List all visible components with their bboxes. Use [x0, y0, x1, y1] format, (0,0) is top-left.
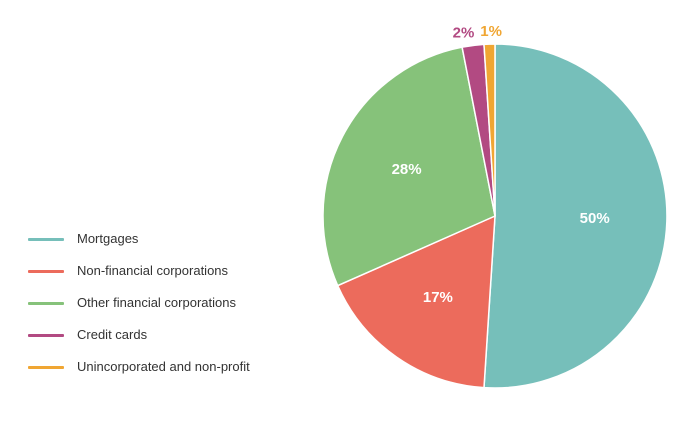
- data-label-mortgages: 50%: [580, 210, 610, 227]
- legend-item-other-financial-corporations: Other financial corporations: [28, 292, 328, 314]
- legend-item-unincorporated-and-non-profit: Unincorporated and non-profit: [28, 356, 328, 378]
- data-label-other-financial-corporations: 28%: [392, 161, 422, 178]
- legend-swatch-credit-cards: [28, 333, 64, 337]
- pie-slice-other-financial-corporations: [322, 46, 496, 287]
- data-label-unincorporated-and-non-profit: 1%: [480, 23, 502, 40]
- legend-item-non-financial-corporations: Non-financial corporations: [28, 260, 328, 282]
- legend-item-mortgages: Mortgages: [28, 228, 328, 250]
- legend: Mortgages Non-financial corporations Oth…: [28, 228, 328, 388]
- pie-slice-mortgages: [483, 43, 668, 389]
- data-label-non-financial-corporations: 17%: [423, 289, 453, 306]
- pie-slice-unincorporated-and-non-profit: [483, 43, 496, 217]
- legend-item-credit-cards: Credit cards: [28, 324, 328, 346]
- legend-label-unincorporated-and-non-profit: Unincorporated and non-profit: [77, 359, 250, 374]
- pie-slice-non-financial-corporations: [336, 214, 496, 389]
- data-label-credit-cards: 2%: [453, 24, 475, 41]
- legend-swatch-unincorporated-and-non-profit: [28, 365, 64, 369]
- legend-label-credit-cards: Credit cards: [77, 327, 148, 342]
- legend-swatch-non-financial-corporations: [28, 269, 64, 273]
- legend-label-other-financial-corporations: Other financial corporations: [77, 295, 236, 310]
- legend-swatch-other-financial-corporations: [28, 301, 64, 305]
- legend-swatch-mortgages: [28, 237, 64, 241]
- legend-label-mortgages: Mortgages: [77, 231, 139, 246]
- legend-label-non-financial-corporations: Non-financial corporations: [77, 263, 229, 278]
